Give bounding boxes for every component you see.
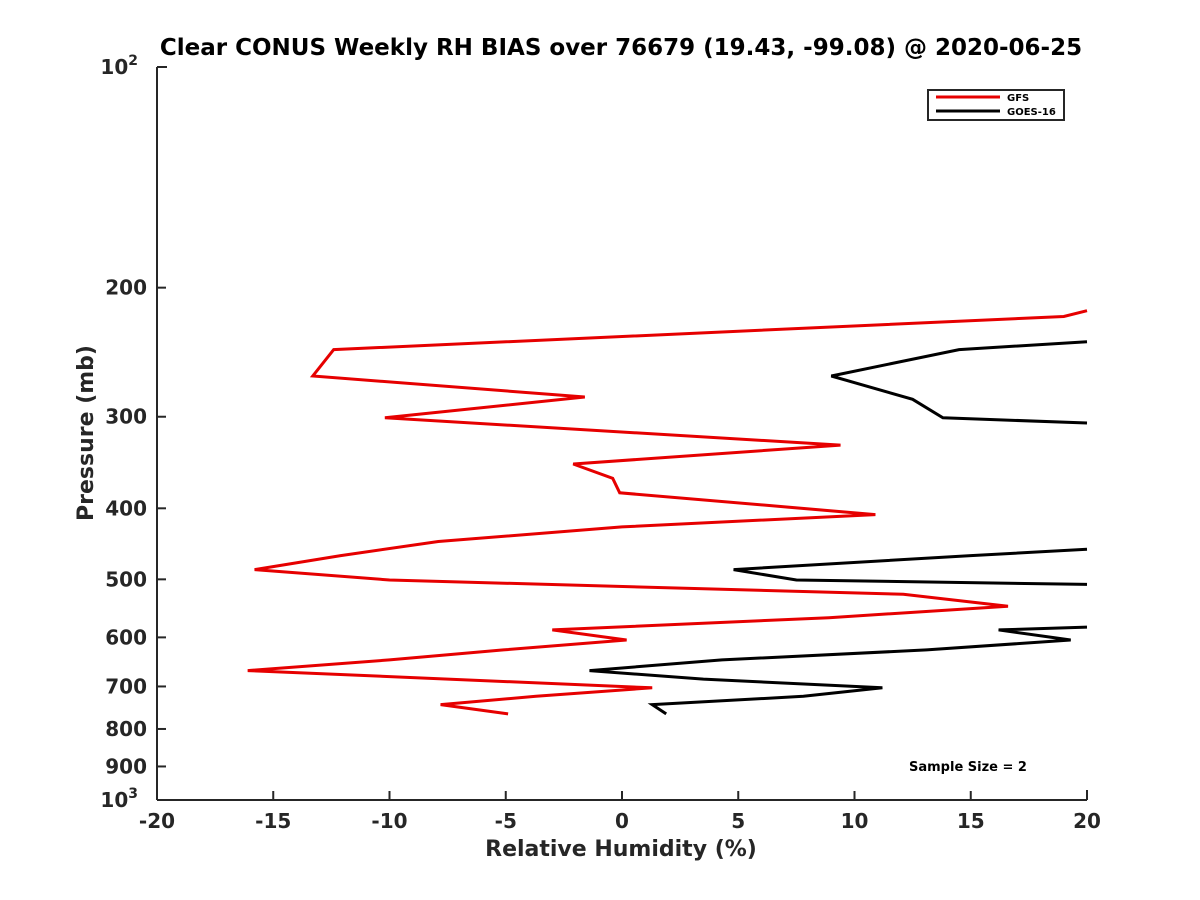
x-tick-label: -10 bbox=[371, 809, 407, 833]
y-tick-label: 300 bbox=[105, 405, 147, 429]
y-tick-label: 600 bbox=[105, 625, 147, 649]
x-tick-label: 15 bbox=[957, 809, 985, 833]
x-tick-label: 10 bbox=[841, 809, 869, 833]
series-line-goes16-2 bbox=[733, 547, 1088, 586]
y-tick-label: 700 bbox=[105, 674, 147, 698]
y-tick-label: 200 bbox=[105, 276, 147, 300]
x-tick-label: 5 bbox=[731, 809, 745, 833]
x-tick-label: 20 bbox=[1073, 809, 1101, 833]
y-tick-label: 102 bbox=[100, 53, 138, 79]
x-tick-label: -20 bbox=[139, 809, 175, 833]
y-axis-title: Pressure (mb) bbox=[74, 345, 99, 521]
y-tick-label: 500 bbox=[105, 567, 147, 591]
x-tick-label: 0 bbox=[615, 809, 629, 833]
series-line-goes16-1 bbox=[830, 340, 1088, 425]
y-tick-label: 800 bbox=[105, 717, 147, 741]
series-line-goes16-3 bbox=[589, 625, 1088, 716]
x-tick-label: -5 bbox=[495, 809, 517, 833]
chart-title: Clear CONUS Weekly RH BIAS over 76679 (1… bbox=[160, 35, 1082, 61]
x-axis-title: Relative Humidity (%) bbox=[485, 837, 757, 862]
sample-size-annotation: Sample Size = 2 bbox=[909, 760, 1027, 775]
y-tick-label: 400 bbox=[105, 496, 147, 520]
legend: GFS GOES-16 bbox=[927, 89, 1065, 121]
legend-box bbox=[927, 89, 1065, 121]
x-ticks: -20 -15 -10 -5 0 5 10 15 20 bbox=[139, 791, 1101, 833]
legend-label-goes16: GOES-16 bbox=[1007, 107, 1056, 118]
series-layer bbox=[247, 309, 1088, 716]
y-ticks: 102 200 300 400 500 600 700 800 900 103 bbox=[100, 53, 166, 812]
y-tick-label: 900 bbox=[105, 754, 147, 778]
legend-label-gfs: GFS bbox=[1007, 93, 1029, 104]
x-tick-label: -15 bbox=[255, 809, 291, 833]
series-line-gfs-1 bbox=[247, 309, 1088, 716]
y-tick-label: 103 bbox=[100, 786, 138, 812]
